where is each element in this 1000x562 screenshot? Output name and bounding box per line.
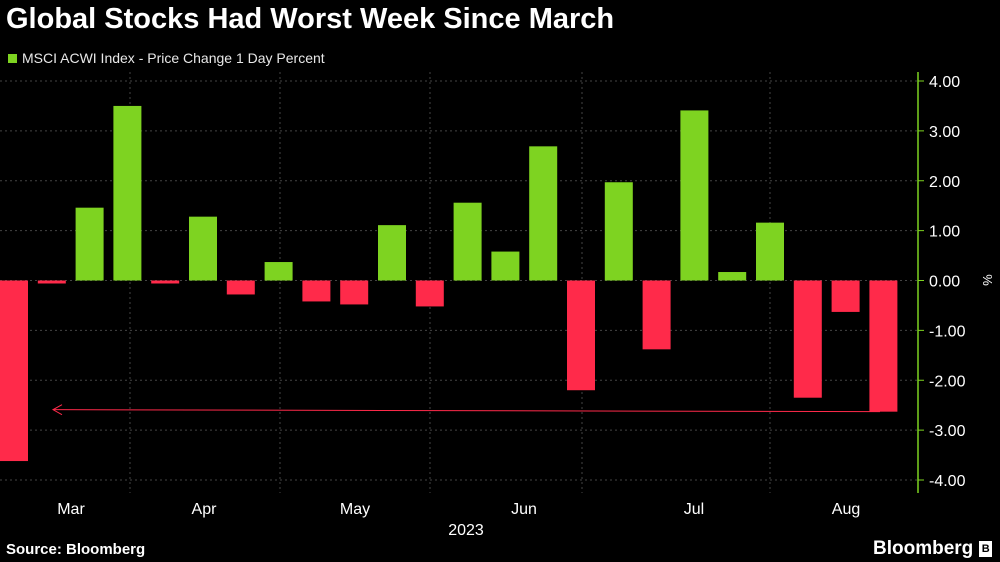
bar: [340, 280, 369, 305]
bar: [113, 105, 142, 281]
bar: [680, 110, 709, 281]
bar: [226, 280, 255, 295]
brand-name: Bloomberg: [873, 538, 974, 559]
bar: [491, 251, 520, 281]
bar: [604, 182, 633, 281]
chart-title: Global Stocks Had Worst Week Since March: [6, 3, 615, 35]
bar: [718, 272, 747, 281]
y-tick-label: -4.00: [929, 473, 966, 490]
bar: [453, 202, 482, 281]
bar: [302, 280, 331, 302]
y-axis-label: %: [980, 274, 995, 286]
bloomberg-logo: Bloomberg B: [873, 538, 993, 560]
x-tick-label: Apr: [192, 501, 218, 518]
bloomberg-icon: B: [979, 541, 993, 557]
x-tick-label: Jun: [511, 501, 537, 518]
bar: [75, 207, 104, 281]
x-tick-label: May: [340, 501, 370, 518]
y-tick-label: -1.00: [929, 323, 966, 340]
legend-swatch: [8, 53, 17, 63]
x-tick-label: Aug: [832, 501, 860, 518]
y-tick-label: 4.00: [929, 74, 960, 91]
y-tick-label: 1.00: [929, 224, 960, 241]
bar: [831, 280, 860, 312]
x-tick-label: Jul: [684, 501, 704, 518]
bar: [0, 280, 28, 462]
legend-label: MSCI ACWI Index - Price Change 1 Day Per…: [22, 50, 325, 66]
annotation-arrow-line: [53, 409, 881, 413]
bar: [642, 280, 671, 350]
y-tick-label: -2.00: [929, 373, 966, 390]
bar: [869, 280, 898, 412]
bar: [378, 225, 406, 281]
y-tick-label: 2.00: [929, 174, 960, 191]
y-tick-label: 3.00: [929, 124, 960, 141]
bar: [793, 280, 822, 398]
bar: [756, 222, 784, 281]
annotation-arrowhead: [51, 404, 63, 416]
x-tick-label: Mar: [57, 501, 85, 518]
source-note: Source: Bloomberg: [6, 541, 146, 558]
x-year-label: 2023: [448, 522, 484, 539]
bar: [189, 216, 217, 281]
bar: [415, 280, 444, 307]
bar: [264, 262, 293, 281]
bar: [37, 280, 66, 284]
bar: [151, 280, 180, 284]
y-tick-label: 0.00: [929, 274, 960, 291]
bar: [567, 280, 595, 391]
y-tick-label: -3.00: [929, 423, 966, 440]
legend: MSCI ACWI Index - Price Change 1 Day Per…: [8, 50, 325, 66]
bar: [529, 146, 558, 281]
